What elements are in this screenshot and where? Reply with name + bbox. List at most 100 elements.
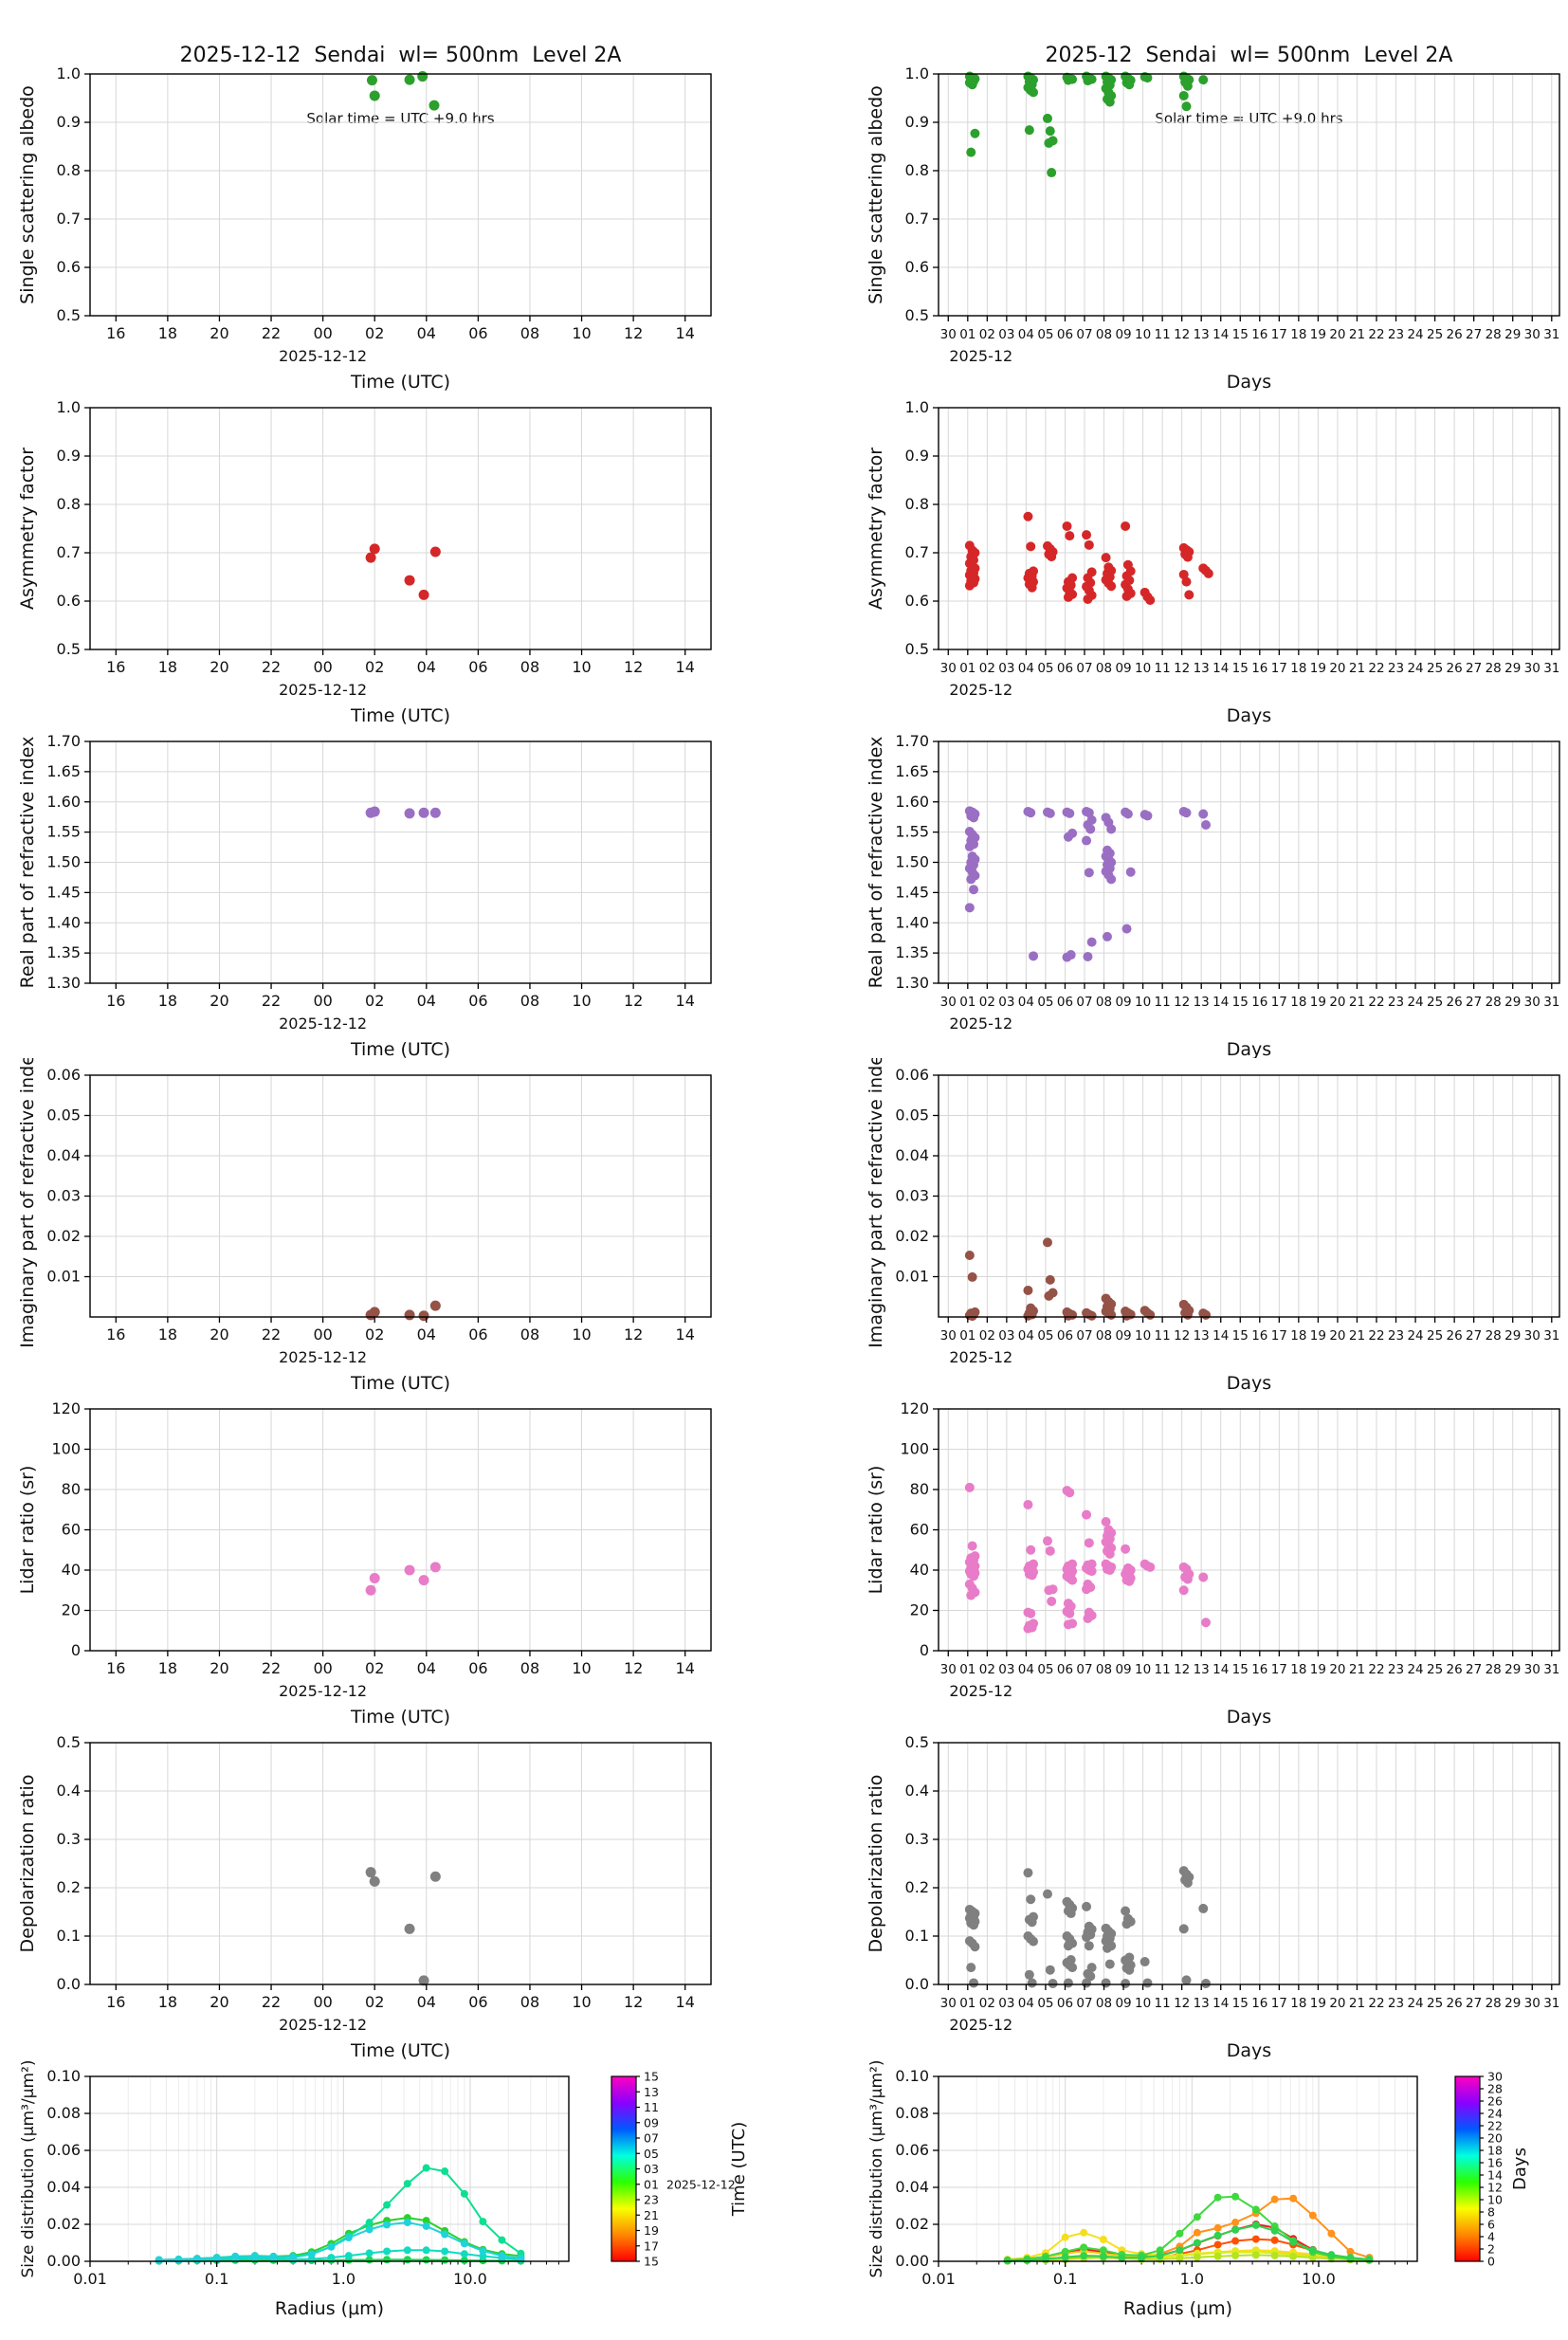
svg-text:14: 14 xyxy=(676,1325,695,1344)
svg-text:Days: Days xyxy=(1227,2040,1271,2059)
svg-text:0.00: 0.00 xyxy=(46,2252,81,2270)
svg-text:02: 02 xyxy=(979,1662,995,1677)
svg-text:06: 06 xyxy=(468,324,487,342)
svg-text:0: 0 xyxy=(920,1641,929,1659)
svg-text:0.9: 0.9 xyxy=(905,113,929,131)
svg-text:23: 23 xyxy=(1388,995,1404,1010)
svg-text:06: 06 xyxy=(468,1659,487,1677)
svg-text:08: 08 xyxy=(520,1659,539,1677)
svg-text:13: 13 xyxy=(1194,1996,1210,2011)
svg-text:02: 02 xyxy=(365,992,384,1010)
chart-single-scattering-albedo-monthly: 30 01 02 03 04 05 06 07 08 09 10 11 12 13 14 15 16 17 18 19… xyxy=(866,64,1560,393)
svg-text:20: 20 xyxy=(1329,1328,1345,1344)
svg-text:0.0: 0.0 xyxy=(905,1975,929,1993)
svg-text:15: 15 xyxy=(1232,1996,1249,2011)
svg-text:02: 02 xyxy=(365,1325,384,1344)
svg-text:25: 25 xyxy=(1427,995,1443,1010)
svg-text:14: 14 xyxy=(1212,1996,1229,2011)
svg-text:20: 20 xyxy=(1329,1662,1345,1677)
svg-text:07: 07 xyxy=(644,2131,659,2146)
chart-depolarization-ratio-daily: 16 18 20 22 00 02 04 06 08 10 12 14 2025-12-12 Time (… xyxy=(17,1733,712,2061)
chart-size-distribution-monthly: 0.01 0.1 1.0 10.0 Radius (µm) 0.00 0.02 0.04 0.0… xyxy=(867,2060,1530,2319)
svg-text:0.06: 0.06 xyxy=(895,2141,929,2159)
svg-text:01: 01 xyxy=(644,2177,659,2191)
svg-text:Real part of refractive index: Real part of refractive index xyxy=(866,737,886,989)
svg-text:30: 30 xyxy=(940,661,957,676)
svg-text:06: 06 xyxy=(1057,1996,1073,2011)
svg-text:20: 20 xyxy=(1329,661,1345,676)
svg-text:0.7: 0.7 xyxy=(57,210,81,228)
svg-text:29: 29 xyxy=(1504,661,1521,676)
svg-text:12: 12 xyxy=(1174,661,1190,676)
svg-text:40: 40 xyxy=(910,1561,929,1579)
svg-text:0.04: 0.04 xyxy=(895,2178,929,2196)
svg-text:09: 09 xyxy=(1115,1662,1131,1677)
svg-text:02: 02 xyxy=(365,324,384,342)
svg-text:0.3: 0.3 xyxy=(905,1830,929,1848)
svg-text:01: 01 xyxy=(959,1996,975,2011)
svg-text:16: 16 xyxy=(1251,327,1267,342)
svg-text:100: 100 xyxy=(51,1440,81,1458)
svg-text:10: 10 xyxy=(572,1993,591,2011)
svg-text:04: 04 xyxy=(1018,1996,1034,2011)
svg-text:26: 26 xyxy=(1447,1328,1463,1344)
svg-text:24: 24 xyxy=(1407,1996,1423,2011)
svg-text:01: 01 xyxy=(959,661,975,676)
svg-text:21: 21 xyxy=(1349,995,1365,1010)
svg-text:20: 20 xyxy=(1329,1996,1345,2011)
svg-text:60: 60 xyxy=(910,1521,929,1539)
svg-text:16: 16 xyxy=(106,1325,125,1344)
svg-text:4: 4 xyxy=(1487,2230,1495,2244)
svg-text:0.8: 0.8 xyxy=(905,161,929,179)
svg-text:30: 30 xyxy=(940,995,957,1010)
svg-text:15: 15 xyxy=(1232,661,1249,676)
svg-text:Size distribution (µm³/µm²): Size distribution (µm³/µm²) xyxy=(19,2060,38,2278)
svg-text:03: 03 xyxy=(998,1996,1014,2011)
svg-text:2025-12: 2025-12 xyxy=(949,1015,1012,1033)
svg-text:10.0: 10.0 xyxy=(453,2270,487,2288)
svg-text:13: 13 xyxy=(1194,1662,1210,1677)
svg-text:Days: Days xyxy=(1510,2148,1530,2190)
svg-text:10: 10 xyxy=(572,992,591,1010)
svg-text:12: 12 xyxy=(1174,995,1190,1010)
svg-text:08: 08 xyxy=(520,324,539,342)
svg-text:21: 21 xyxy=(1349,1328,1365,1344)
svg-text:0.03: 0.03 xyxy=(46,1187,81,1205)
svg-text:24: 24 xyxy=(1407,995,1423,1010)
svg-text:31: 31 xyxy=(1543,995,1559,1010)
svg-text:21: 21 xyxy=(1349,327,1365,342)
svg-text:80: 80 xyxy=(910,1480,929,1498)
svg-text:06: 06 xyxy=(468,658,487,676)
svg-text:15: 15 xyxy=(1232,995,1249,1010)
svg-text:1.50: 1.50 xyxy=(46,853,81,871)
svg-text:11: 11 xyxy=(1155,1662,1171,1677)
svg-text:2025-12: 2025-12 xyxy=(949,1682,1012,1700)
svg-text:0.4: 0.4 xyxy=(905,1782,929,1800)
svg-text:18: 18 xyxy=(1290,327,1306,342)
svg-text:04: 04 xyxy=(417,324,436,342)
svg-text:0.6: 0.6 xyxy=(905,258,929,276)
svg-text:0.6: 0.6 xyxy=(57,258,81,276)
svg-text:04: 04 xyxy=(1018,327,1034,342)
svg-text:Days: Days xyxy=(1227,372,1271,391)
svg-text:14: 14 xyxy=(1212,1328,1229,1344)
svg-text:18: 18 xyxy=(158,1325,177,1344)
svg-text:04: 04 xyxy=(417,992,436,1010)
svg-text:12: 12 xyxy=(624,1659,643,1677)
svg-text:22: 22 xyxy=(262,658,281,676)
svg-text:03: 03 xyxy=(998,995,1014,1010)
plot-lidar-ratio-monthly: 30 01 02 03 04 05 06 07 08 09 10 11 12 13 14 15 16 17 18 19… xyxy=(784,1392,1568,1728)
svg-text:03: 03 xyxy=(644,2162,659,2176)
svg-text:09: 09 xyxy=(1115,995,1131,1010)
chart-single-scattering-albedo-daily: 16 18 20 22 00 02 04 06 08 10 12 14 2025-12-12 Time (… xyxy=(17,64,712,393)
svg-text:02: 02 xyxy=(979,1996,995,2011)
svg-text:6: 6 xyxy=(1487,2218,1495,2232)
svg-text:0.05: 0.05 xyxy=(895,1106,929,1124)
svg-text:12: 12 xyxy=(624,324,643,342)
svg-text:27: 27 xyxy=(1466,1662,1482,1677)
svg-text:30: 30 xyxy=(1524,661,1541,676)
svg-text:0.9: 0.9 xyxy=(57,447,81,465)
svg-text:07: 07 xyxy=(1076,1328,1092,1344)
svg-text:1.0: 1.0 xyxy=(905,64,929,82)
svg-text:08: 08 xyxy=(520,658,539,676)
